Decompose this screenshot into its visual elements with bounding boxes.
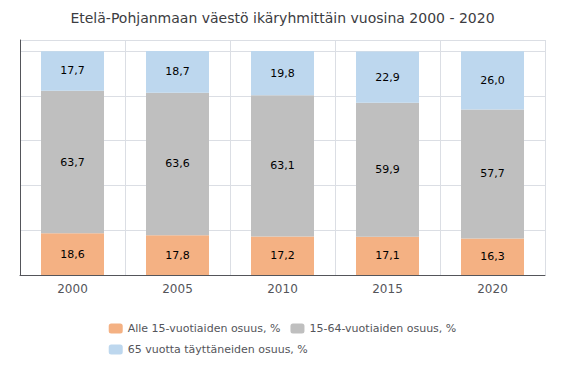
svg-text:17,8: 17,8 xyxy=(165,249,190,262)
svg-text:17,7: 17,7 xyxy=(60,64,85,77)
svg-text:17,1: 17,1 xyxy=(375,249,400,262)
svg-text:17,2: 17,2 xyxy=(270,249,295,262)
svg-text:19,8: 19,8 xyxy=(270,67,295,80)
svg-text:2010: 2010 xyxy=(267,282,298,296)
svg-text:2005: 2005 xyxy=(162,282,193,296)
svg-text:16,3: 16,3 xyxy=(480,250,505,263)
svg-text:Alle 15-vuotiaiden osuus, %: Alle 15-vuotiaiden osuus, % xyxy=(128,322,281,335)
svg-text:2020: 2020 xyxy=(477,282,508,296)
svg-text:2015: 2015 xyxy=(372,282,403,296)
svg-text:63,6: 63,6 xyxy=(165,157,190,170)
svg-text:57,7: 57,7 xyxy=(480,167,505,180)
svg-text:15-64-vuotiaiden osuus, %: 15-64-vuotiaiden osuus, % xyxy=(309,322,456,335)
svg-text:Etelä-Pohjanmaan väestö ikäryh: Etelä-Pohjanmaan väestö ikäryhmittäin vu… xyxy=(70,10,494,26)
svg-text:22,9: 22,9 xyxy=(375,71,400,84)
svg-text:59,9: 59,9 xyxy=(375,163,400,176)
svg-text:18,6: 18,6 xyxy=(60,248,85,261)
svg-text:65 vuotta täyttäneiden osuus,: 65 vuotta täyttäneiden osuus, % xyxy=(128,343,308,356)
svg-text:18,7: 18,7 xyxy=(165,65,190,78)
svg-text:2000: 2000 xyxy=(57,282,88,296)
svg-text:63,7: 63,7 xyxy=(60,156,85,169)
svg-text:63,1: 63,1 xyxy=(270,159,295,172)
svg-text:26,0: 26,0 xyxy=(480,74,505,87)
